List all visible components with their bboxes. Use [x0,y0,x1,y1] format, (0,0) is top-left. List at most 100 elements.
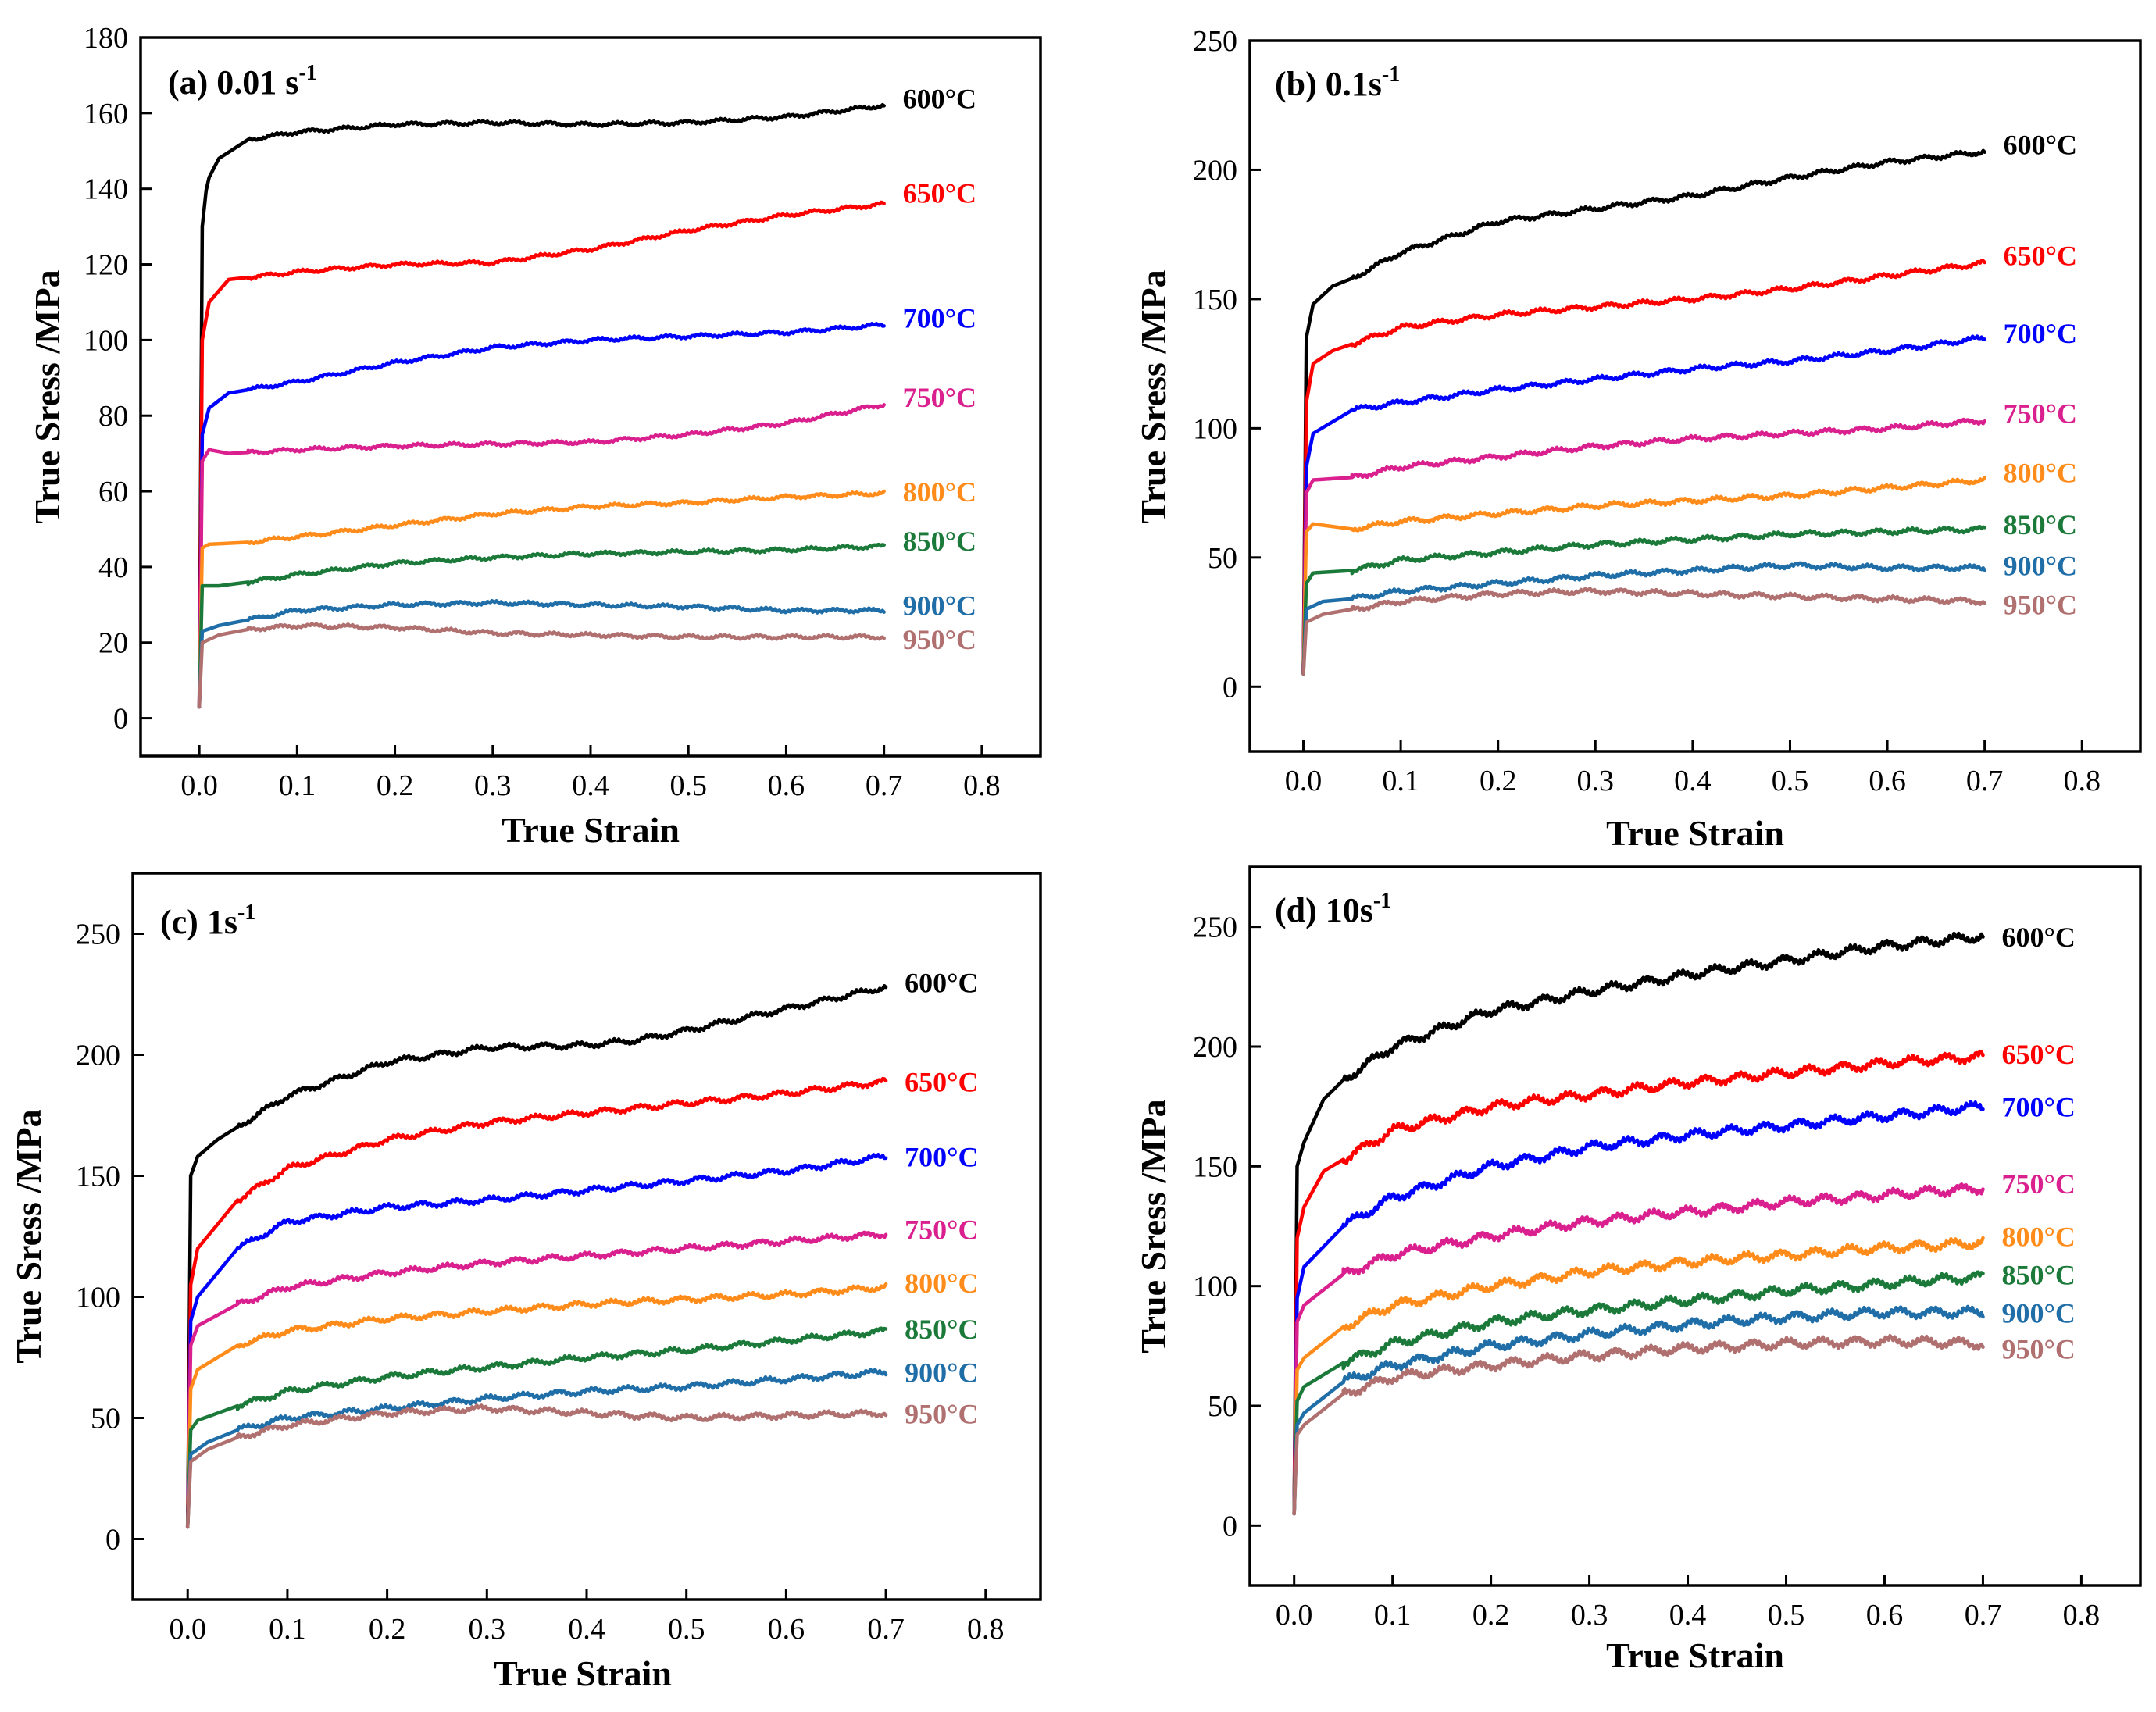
panel-d-xtick-label: 0.4 [1669,1599,1707,1632]
panel-c-ytick-label: 200 [76,1040,120,1072]
panel-d-series-label: 950°C [2001,1333,2075,1364]
panel-c-series-label: 900°C [905,1357,978,1389]
panel-d-series-line [1292,1236,1985,1516]
panel-b-series-line [1301,417,1986,676]
panel-b-series-label: 800°C [2004,458,2077,489]
panel-a-xtick-label: 0.0 [180,769,218,802]
panel-a-series-label: 600°C [903,83,976,114]
panel-c-series-label: 950°C [905,1398,978,1429]
panel-c-series-line [185,983,888,1529]
panel-c-ytick-label: 150 [76,1161,120,1193]
panel-a-series-line [197,102,886,709]
panel-a-series-line [197,598,886,709]
panel-c-series-line [185,1282,888,1529]
panel-b-series-line [1301,561,1986,676]
panel-c-curves [185,983,888,1529]
panel-b-xtick-label: 0.0 [1285,765,1323,797]
panel-b-title: (b) 0.1s-1 [1275,62,1400,103]
panel-a-xtick-label: 0.1 [279,769,316,802]
panel-b: 0.0 0.1 0.2 0.3 0.4 0.5 0.6 0.7 0.8 0 50 100 150 200 2… [1133,25,2142,853]
panel-d-curves [1292,931,1985,1516]
panel-d-series-label: 750°C [2001,1168,2075,1200]
panel-c-ytick-label: 250 [76,918,120,951]
panel-b-xtick-label: 0.1 [1382,765,1419,797]
panel-a-ytick-label: 80 [98,400,128,433]
panel-c-xtick-label: 0.5 [668,1613,705,1646]
panel-a-series-line [197,403,886,709]
panel-c-xtick-label: 0.3 [469,1613,506,1646]
panel-c-ylabel: True Sress /MPa [9,1109,48,1363]
panel-c-series-label: 750°C [905,1214,978,1246]
panel-d: 0.0 0.1 0.2 0.3 0.4 0.5 0.6 0.7 0.8 0 50 100 150 200 2… [1133,865,2142,1675]
panel-c-series-label: 650°C [905,1067,978,1098]
panel-b-xtick-label: 0.5 [1772,765,1809,797]
panel-a-xtick-label: 0.2 [377,769,414,802]
panel-a-series-label: 750°C [903,382,976,413]
panel-b-ytick-label: 150 [1193,284,1237,316]
panel-a-series-line [197,200,886,709]
panel-d-ytick-label: 100 [1193,1271,1237,1304]
panel-b-ylabel: True Sress /MPa [1133,269,1173,523]
panel-a-series-line [197,542,886,709]
panel-b-series-line [1301,259,1986,676]
panel-a-series-label: 700°C [903,302,976,333]
panel-b-series-line [1301,475,1986,676]
panel-b-xtick-label: 0.6 [1869,765,1906,797]
panel-a-xtick-label: 0.4 [572,769,609,802]
panel-b-xtick-label: 0.7 [1966,765,2004,797]
panel-a-ytick-label: 180 [84,22,128,55]
panel-a: 0.0 0.1 0.2 0.3 0.4 0.5 0.6 0.7 0.8 0 20 40 60 80 100 1… [27,22,1042,850]
panel-a-ytick-label: 60 [98,476,128,508]
panel-b-series-line [1301,148,1986,676]
panel-c-xtick-label: 0.0 [169,1613,206,1646]
panel-b-series-line [1301,587,1986,676]
panel-b-series-line [1301,525,1986,676]
panel-b-series-label: 700°C [2004,318,2077,349]
panel-c-series-label: 700°C [905,1142,978,1173]
panel-d-title: (d) 10s-1 [1275,889,1391,929]
panel-d-series-label: 900°C [2001,1297,2075,1329]
panel-b-series-label: 950°C [2004,589,2077,620]
panel-d-xlabel: True Strain [1606,1635,1784,1675]
panel-c-xtick-label: 0.1 [269,1613,306,1646]
panel-b-series-label: 650°C [2004,241,2077,272]
panel-d-ytick-label: 0 [1223,1510,1237,1543]
panel-c-series-line [185,1076,888,1529]
panel-d-ytick-label: 250 [1193,911,1237,944]
panel-c-series-line [185,1153,888,1529]
panel-d-series-line [1292,1049,1985,1516]
panel-d-xtick-label: 0.1 [1374,1599,1412,1632]
panel-b-series-labels: 600°C 650°C 700°C 750°C 800°C 850°C 900°C 950°C [2004,129,2077,620]
panel-d-xtick-label: 0.8 [2063,1599,2101,1632]
panel-c-series-labels: 600°C 650°C 700°C 750°C 800°C 850°C 900°C 950°C [905,968,978,1430]
panel-c-ticks: 0.0 0.1 0.2 0.3 0.4 0.5 0.6 0.7 0.8 0 50 100 150 200 2… [76,918,1005,1646]
panel-d-ticks: 0.0 0.1 0.2 0.3 0.4 0.5 0.6 0.7 0.8 0 50 100 150 200 2… [1193,911,2100,1632]
panel-c-ytick-label: 0 [105,1524,120,1557]
panel-a-xtick-label: 0.8 [963,769,1001,802]
panel-d-series-label: 650°C [2001,1039,2075,1070]
panel-d-series-line [1292,1270,1985,1516]
panel-c-ytick-label: 100 [76,1282,120,1314]
panel-c: 0.0 0.1 0.2 0.3 0.4 0.5 0.6 0.7 0.8 0 50 100 150 200 2… [9,872,1042,1693]
panel-d-series-line [1292,1304,1985,1516]
panel-a-series-label: 950°C [903,624,976,655]
panel-a-xlabel: True Strain [502,810,680,850]
panel-b-ticks: 0.0 0.1 0.2 0.3 0.4 0.5 0.6 0.7 0.8 0 50 100 150 200 2… [1193,25,2101,797]
panel-d-frame [1248,865,2142,1587]
panel-a-series-line [197,322,886,709]
panel-d-ylabel: True Sress /MPa [1133,1099,1173,1353]
panel-d-ytick-label: 150 [1193,1150,1237,1183]
panel-c-xtick-label: 0.2 [369,1613,406,1646]
panel-a-ytick-label: 20 [98,627,128,660]
panel-b-ytick-label: 250 [1193,25,1237,58]
panel-b-ytick-label: 100 [1193,412,1237,445]
panel-d-xtick-label: 0.5 [1768,1599,1805,1632]
panel-d-ytick-label: 50 [1208,1390,1237,1423]
panel-b-series-line [1301,334,1986,676]
panel-a-ytick-label: 140 [84,173,128,206]
panel-b-xlabel: True Strain [1606,813,1784,853]
panel-a-series-line [197,622,886,709]
panel-d-series-label: 850°C [2001,1259,2075,1290]
panel-b-frame [1248,39,2142,753]
panel-c-series-line [185,1368,888,1529]
